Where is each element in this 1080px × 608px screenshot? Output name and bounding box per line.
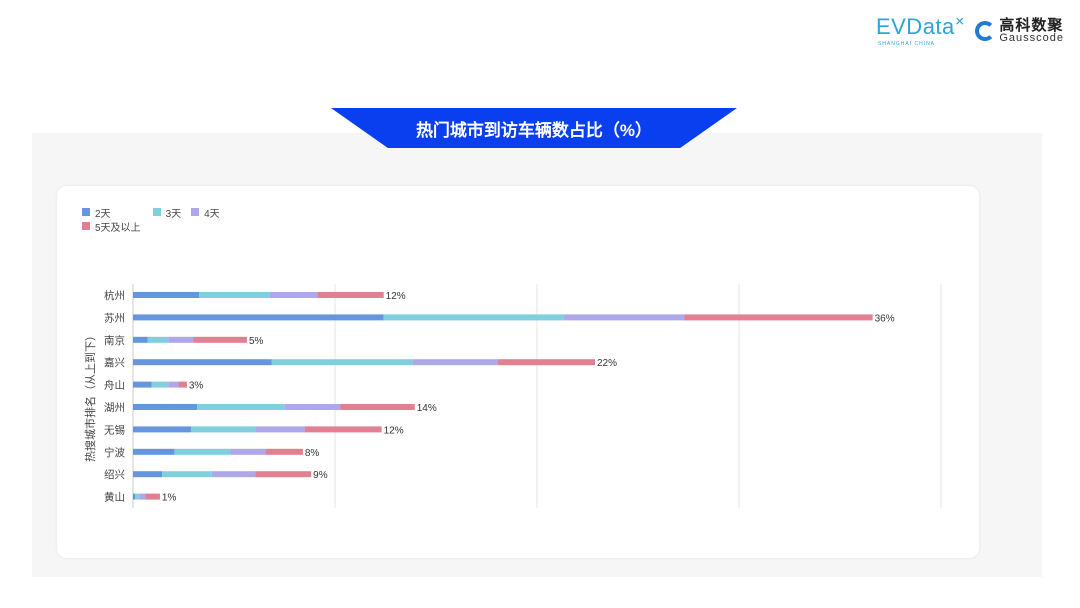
bar-segment xyxy=(139,493,146,500)
data-label: 9% xyxy=(313,470,328,481)
bar-segment xyxy=(340,404,415,410)
data-label: 12% xyxy=(386,291,406,302)
bar-segment xyxy=(133,292,200,298)
category-label: 宁波 xyxy=(104,446,125,459)
bar-segment xyxy=(191,426,256,433)
bar-segment xyxy=(199,292,270,298)
data-label: 3% xyxy=(189,381,204,392)
bar-segment xyxy=(684,314,873,321)
bar-segment xyxy=(133,336,148,343)
legend-label: 3天 xyxy=(165,208,182,220)
chart-card xyxy=(57,186,979,558)
bar-segment xyxy=(563,314,685,321)
bar-segment xyxy=(412,359,498,366)
bar-segment xyxy=(133,493,136,500)
bar-segment xyxy=(193,336,247,343)
category-label: 湖州 xyxy=(104,402,125,414)
data-label: 5% xyxy=(249,336,264,347)
bar-segment xyxy=(151,381,169,388)
category-label: 杭州 xyxy=(104,289,125,302)
legend-swatch xyxy=(82,208,90,216)
legend-swatch xyxy=(82,222,90,230)
legend-item[interactable]: 5天及以上 xyxy=(82,219,141,234)
category-label: 苏州 xyxy=(104,311,125,324)
legend-label: 2天 xyxy=(95,208,111,220)
bar-segment xyxy=(197,404,285,410)
gausscode-cn: 高科数聚 xyxy=(999,17,1064,34)
bar-segment xyxy=(133,381,152,388)
y-axis-label: 热搜城市排名（从上到下） xyxy=(83,330,97,462)
data-label: 12% xyxy=(384,425,404,436)
category-label: 绍兴 xyxy=(104,468,125,481)
bar-segment xyxy=(133,314,384,321)
gausscode-en: Gausscode xyxy=(999,32,1064,44)
bar-segment xyxy=(147,336,169,343)
bar-segment xyxy=(497,359,596,366)
bar-segment xyxy=(133,471,163,478)
bar-segment xyxy=(133,359,272,366)
bar-segment xyxy=(135,493,140,500)
evdata-logo-text: EVData xyxy=(875,14,955,39)
bar-segment xyxy=(265,448,303,455)
legend-swatch xyxy=(152,208,161,216)
bar-segment xyxy=(383,314,564,321)
bar-segment xyxy=(133,404,198,410)
data-label: 1% xyxy=(162,493,177,504)
bar-segment xyxy=(304,426,382,433)
legend-swatch xyxy=(191,208,200,216)
category-label: 舟山 xyxy=(104,379,125,392)
bar-segment xyxy=(168,381,179,388)
bar-segment xyxy=(317,292,384,298)
gausscode-logo: 高科数聚 Gausscode xyxy=(975,18,1064,44)
data-label: 36% xyxy=(875,313,895,324)
gausscode-mark-icon xyxy=(975,21,996,41)
legend-item[interactable]: 3天 xyxy=(152,205,182,220)
bar-segment xyxy=(255,471,312,478)
legend-item[interactable]: 2天 xyxy=(82,205,111,220)
category-label: 黄山 xyxy=(104,491,125,504)
logos: EVData✕ SHANGHAI CHINA 高科数聚 Gausscode xyxy=(876,14,1064,48)
page-title: 热门城市到访车辆数占比（%） xyxy=(331,108,737,148)
legend-label: 5天及以上 xyxy=(95,222,141,234)
category-label: 无锡 xyxy=(104,423,125,436)
data-label: 8% xyxy=(305,448,320,459)
bar-segment xyxy=(174,448,231,455)
bar-segment xyxy=(133,448,175,455)
chart-legend: 2天 3天 4天 5天及以上 xyxy=(82,205,282,234)
bar-segment xyxy=(145,493,160,500)
category-label: 嘉兴 xyxy=(104,356,125,369)
bar-segment xyxy=(271,359,413,366)
bar-segment xyxy=(178,381,187,388)
bar-segment xyxy=(284,404,341,410)
evdata-logo: EVData✕ SHANGHAI CHINA xyxy=(876,14,965,48)
category-label: 南京 xyxy=(104,334,125,347)
data-label: 22% xyxy=(597,358,617,369)
bar-segment xyxy=(255,426,305,433)
legend-label: 4天 xyxy=(204,208,220,220)
data-label: 14% xyxy=(417,403,437,414)
legend-item[interactable]: 4天 xyxy=(191,205,220,220)
evdata-logo-subtitle: SHANGHAI CHINA xyxy=(877,41,936,47)
bar-segment xyxy=(230,448,266,455)
bar-segment xyxy=(269,292,318,298)
evdata-x-icon: ✕ xyxy=(954,14,966,29)
bar-segment xyxy=(211,471,256,478)
bar-segment xyxy=(168,336,194,343)
bar-segment xyxy=(133,426,192,433)
bar-segment xyxy=(162,471,212,478)
